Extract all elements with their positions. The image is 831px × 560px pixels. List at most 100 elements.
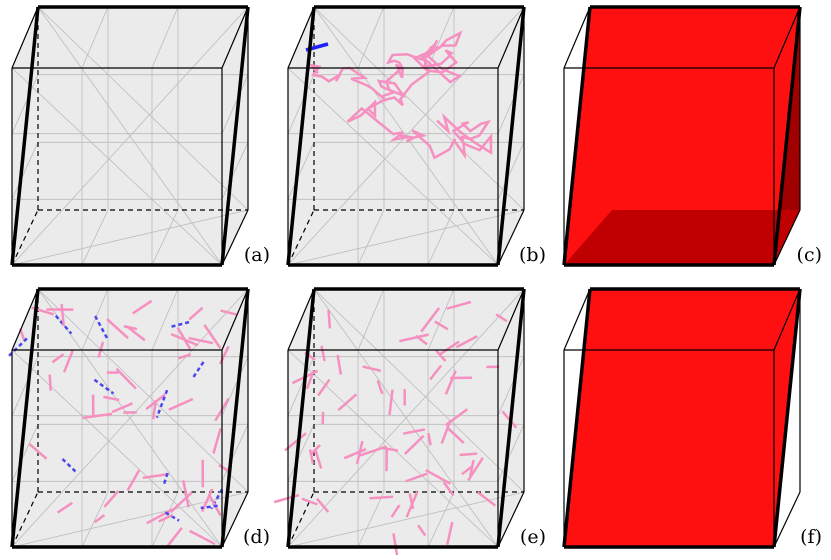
panel-label: (e) xyxy=(520,526,546,548)
cube-edge xyxy=(11,288,39,351)
cube-edge xyxy=(221,6,249,69)
grid-line xyxy=(37,6,249,211)
grid-line xyxy=(11,424,39,482)
cube-edge xyxy=(772,6,802,266)
defect-segment xyxy=(390,504,401,518)
defect-segment xyxy=(392,533,399,556)
panel: (a) xyxy=(10,5,270,267)
grid-line xyxy=(357,288,385,351)
defect-segment xyxy=(336,354,343,375)
defect-segment xyxy=(210,488,224,510)
defect-segment xyxy=(420,307,441,333)
cube-edge xyxy=(286,6,316,266)
grid-line xyxy=(497,424,525,482)
grid-line xyxy=(427,6,455,69)
defect-segment xyxy=(315,497,330,513)
panel: (b) xyxy=(286,5,546,267)
grid-line xyxy=(497,356,525,416)
defect-segment xyxy=(105,317,129,340)
defect-segment xyxy=(62,350,74,373)
panel: (d) xyxy=(7,287,270,549)
red-plane xyxy=(564,7,800,265)
red-plane xyxy=(564,289,800,547)
cube-edge xyxy=(773,491,801,548)
defect-segment xyxy=(399,333,429,343)
defect-segment xyxy=(327,309,332,329)
grid-line xyxy=(313,6,525,211)
grid-line xyxy=(313,288,525,493)
grid-line xyxy=(37,288,223,548)
defect-segment xyxy=(337,393,358,412)
grid-line xyxy=(287,356,315,416)
defect-segment xyxy=(447,427,465,444)
panel-label: (c) xyxy=(797,244,822,266)
grid-line xyxy=(357,491,385,548)
hidden-edge xyxy=(287,209,315,266)
defect-segment xyxy=(93,513,106,524)
defect-segment xyxy=(48,374,52,391)
defect-segment xyxy=(402,428,426,435)
cube-edge xyxy=(773,288,801,351)
grid-line xyxy=(151,6,179,69)
panel: (c) xyxy=(562,5,822,267)
grid-line xyxy=(287,209,525,266)
defect-segment xyxy=(301,497,318,506)
defect-segment xyxy=(440,420,452,444)
defect-segment xyxy=(168,397,194,411)
panel-label: (b) xyxy=(519,244,546,266)
cube-edge xyxy=(496,6,526,266)
defect-segment xyxy=(189,529,216,546)
cube-edge xyxy=(221,288,249,351)
defect-segment xyxy=(54,314,73,335)
grid-line xyxy=(287,67,499,266)
defect-segment xyxy=(132,299,153,315)
cube-edge xyxy=(563,288,591,351)
grid-line xyxy=(497,142,525,200)
defect-segment xyxy=(177,353,192,360)
grid-line xyxy=(81,209,109,266)
defect-segment xyxy=(446,300,472,310)
cube-edge xyxy=(11,6,39,69)
defect-segment xyxy=(343,447,367,460)
grid-line xyxy=(81,288,109,351)
defect-loop xyxy=(307,30,493,160)
cube-edge xyxy=(562,6,592,266)
defect-segment xyxy=(220,309,238,316)
defect-segment xyxy=(455,335,479,349)
red-shade xyxy=(564,210,800,265)
defect-segment xyxy=(212,428,222,454)
defect-segment xyxy=(435,349,447,362)
defect-segment xyxy=(51,353,65,364)
defect-segment xyxy=(200,504,218,510)
cube-edge xyxy=(563,6,591,69)
grid-line xyxy=(427,288,455,351)
hidden-edge xyxy=(287,491,315,548)
defect-segment xyxy=(476,491,497,507)
grid-line xyxy=(287,349,499,548)
grid-line xyxy=(11,67,223,266)
defect-segment xyxy=(123,325,138,331)
defect-segment xyxy=(169,491,194,514)
defect-segment xyxy=(429,364,443,381)
cube-edge xyxy=(772,288,802,548)
defect-segment xyxy=(308,449,315,464)
panel: (e) xyxy=(273,287,546,556)
defect-segment xyxy=(155,389,169,419)
cube-edge xyxy=(497,491,525,548)
defect-segment xyxy=(442,481,455,497)
defect-segment xyxy=(314,448,323,469)
cube-edge xyxy=(10,6,40,266)
defect-segment xyxy=(408,493,415,510)
defect-segment xyxy=(142,472,169,480)
grid-line xyxy=(287,74,315,134)
defect-segment xyxy=(425,469,451,485)
defect-segment xyxy=(495,313,508,323)
defect-segment xyxy=(376,379,384,395)
defect-segment xyxy=(467,456,484,482)
defect-segment xyxy=(404,434,425,455)
defect-segment xyxy=(182,480,190,508)
defect-segment xyxy=(438,340,460,357)
defect-segment xyxy=(369,495,394,500)
defect-segment xyxy=(305,370,316,390)
cube-edge xyxy=(10,288,40,548)
